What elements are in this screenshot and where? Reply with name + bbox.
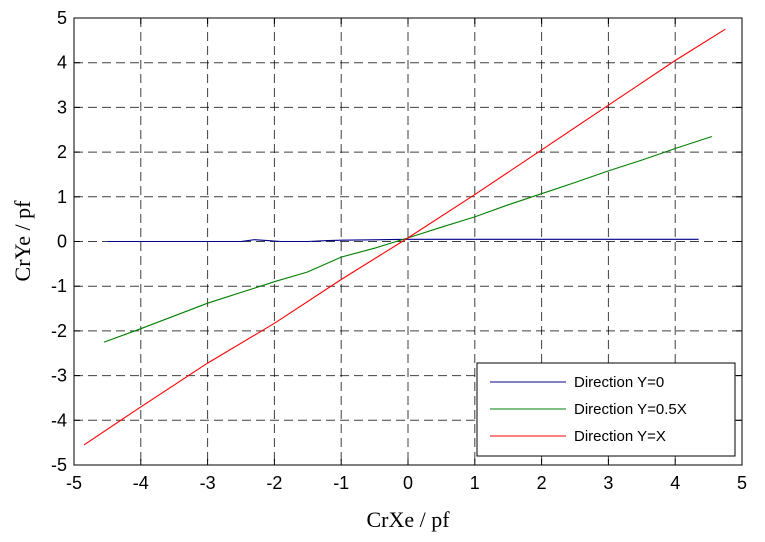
y-tick-label: -1: [51, 276, 67, 296]
y-tick-label: 4: [57, 53, 67, 73]
x-tick-label: 1: [470, 473, 480, 493]
x-tick-label: 0: [403, 473, 413, 493]
x-tick-label: 4: [670, 473, 680, 493]
y-tick-label: 2: [57, 142, 67, 162]
y-tick-label: -2: [51, 321, 67, 341]
x-tick-label: 3: [603, 473, 613, 493]
y-tick-label: 3: [57, 97, 67, 117]
y-axis-label: CrYe / pf: [10, 200, 35, 282]
y-tick-label: 1: [57, 187, 67, 207]
series-line: [103, 135, 713, 343]
axis-ticks: [73, 17, 743, 466]
x-tick-label: 2: [537, 473, 547, 493]
x-tick-label: -1: [333, 473, 349, 493]
y-tick-label: 0: [57, 232, 67, 252]
y-tick-label: -5: [51, 455, 67, 475]
y-tick-label: -3: [51, 366, 67, 386]
x-tick-label: -3: [200, 473, 216, 493]
x-axis-label: CrXe / pf: [366, 507, 450, 532]
x-tick-label: -2: [266, 473, 282, 493]
legend-label: Direction Y=X: [574, 428, 666, 445]
series-layer: [83, 28, 726, 446]
legend: Direction Y=0 Direction Y=0.5X Direction Y…: [476, 362, 736, 457]
y-tick-label: 5: [57, 8, 67, 28]
x-tick-label: 5: [737, 473, 747, 493]
series-line: [83, 28, 726, 446]
legend-label: Direction Y=0: [574, 374, 664, 391]
x-tick-label: -5: [66, 473, 82, 493]
x-tick-label: -4: [133, 473, 149, 493]
legend-label: Direction Y=0.5X: [574, 401, 687, 418]
tick-labels: -5 -4 -3 -2 -1 0 1 2 3 4 5 -5 -4 -3 -2 -1 0 1 2 3 4 5: [51, 8, 747, 493]
y-tick-label: -4: [51, 410, 67, 430]
series-line: [107, 238, 699, 243]
